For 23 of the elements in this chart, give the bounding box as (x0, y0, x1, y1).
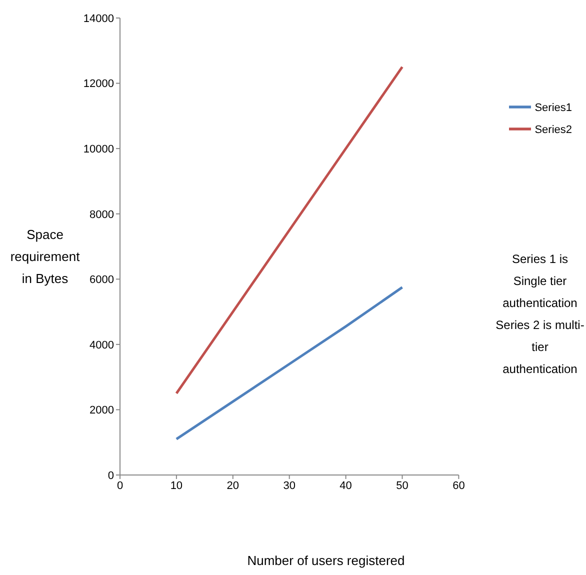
x-tick-label: 10 (170, 480, 183, 492)
y-tick-label: 4000 (90, 339, 114, 352)
y-tick-label: 10000 (83, 143, 114, 156)
y-tick-label: 6000 (90, 274, 114, 286)
line-series (175, 66, 404, 395)
legend-label: Series1 (534, 102, 572, 114)
y-tick-label: 14000 (83, 12, 114, 25)
y-tick-label: 0 (108, 470, 114, 482)
y-axis-title: Space requirement in Bytes (10, 226, 80, 288)
x-tick-label: 20 (226, 480, 240, 492)
x-tick-label: 60 (452, 480, 465, 492)
legend-label: Series2 (534, 124, 572, 136)
y-tick-label: 8000 (90, 208, 114, 221)
text: Series 2 is multi-tier authentication (494, 317, 586, 378)
y-tick-label: 2000 (90, 404, 114, 417)
x-axis-title: Number of users registered (246, 553, 406, 568)
x-tick-label: 50 (396, 480, 408, 492)
x-tick-label: 0 (116, 480, 124, 492)
line-series (175, 286, 404, 440)
x-tick-label: 30 (283, 480, 296, 492)
y-tick-label: 12000 (83, 78, 114, 90)
text: Series 1 is Single tier authentication (502, 251, 578, 312)
x-tick-label: 40 (340, 480, 352, 492)
